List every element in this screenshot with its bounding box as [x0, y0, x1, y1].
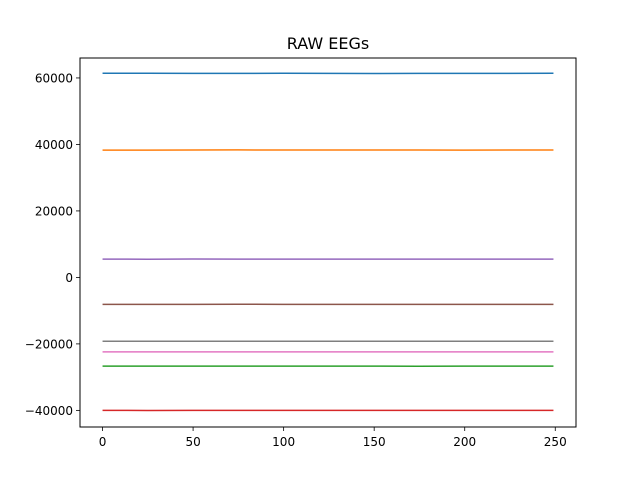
x-tick-label-5: 250: [544, 435, 567, 449]
y-tick-label-1: −20000: [25, 337, 73, 351]
plot-frame: [79, 57, 577, 428]
y-tick-label-4: 40000: [35, 138, 73, 152]
x-tick-label-3: 150: [363, 435, 386, 449]
y-axis: −40000 −20000 0 20000 40000 60000: [25, 71, 80, 418]
chart-title: RAW EEGs: [287, 34, 369, 53]
y-tick-label-3: 20000: [35, 204, 73, 218]
y-tick-label-5: 60000: [35, 71, 73, 85]
x-tick-label-0: 0: [99, 435, 107, 449]
y-tick-label-2: 0: [65, 271, 73, 285]
x-tick-label-1: 50: [185, 435, 200, 449]
y-tick-label-0: −40000: [25, 404, 73, 418]
series-layer: [102, 72, 554, 412]
x-tick-label-2: 100: [272, 435, 295, 449]
x-axis: 0 50 100 150 200 250: [99, 427, 567, 449]
x-tick-label-4: 200: [453, 435, 476, 449]
